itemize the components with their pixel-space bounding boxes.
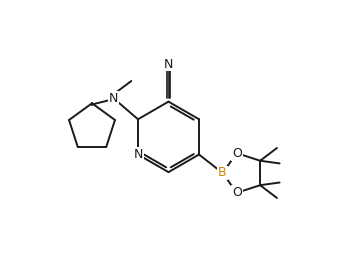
Text: O: O bbox=[232, 147, 242, 160]
Text: B: B bbox=[218, 167, 227, 179]
Text: N: N bbox=[164, 58, 173, 71]
Text: O: O bbox=[232, 186, 242, 199]
Text: N: N bbox=[133, 148, 143, 161]
Text: N: N bbox=[109, 92, 119, 105]
